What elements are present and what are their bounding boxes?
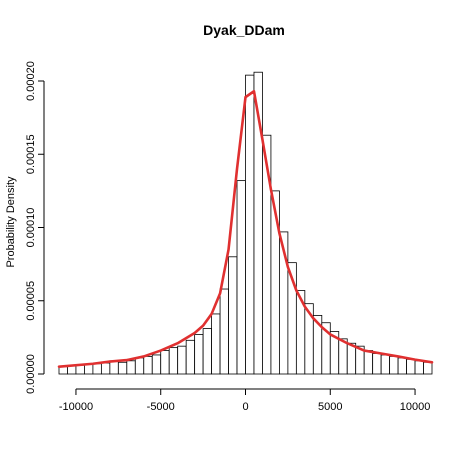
histogram-bar — [236, 180, 246, 375]
histogram-bar — [414, 360, 424, 375]
y-axis-label: Probability Density — [5, 176, 17, 268]
histogram-bar — [117, 361, 128, 375]
histogram-bar — [245, 74, 255, 375]
x-tick-label: -5000 — [147, 401, 175, 413]
y-tick-label: 0.00010 — [25, 208, 37, 248]
y-tick-label: 0.00020 — [25, 61, 37, 101]
histogram-bar — [346, 342, 357, 375]
histogram-bar — [194, 334, 204, 375]
histogram-bar — [143, 356, 153, 375]
histogram-bar — [75, 364, 85, 375]
histogram-bar — [185, 339, 196, 375]
x-axis: -10000 -5000 0 5000 10000 — [59, 388, 431, 413]
histogram-bar — [423, 361, 433, 375]
histogram-bar — [406, 358, 416, 375]
y-tick-label: 0.00005 — [25, 281, 37, 321]
histogram-bar — [338, 338, 348, 375]
histogram-bar — [92, 363, 102, 375]
histogram-bar — [67, 365, 77, 375]
x-tick-label: 0 — [242, 401, 248, 413]
histogram-bar — [151, 354, 162, 375]
histogram-bar — [160, 350, 170, 375]
histogram-bar — [219, 288, 229, 375]
y-tick-label: 0.00015 — [25, 134, 37, 174]
density-curve-layer — [57, 89, 434, 368]
x-tick-label: -10000 — [59, 401, 93, 413]
histogram-bar — [202, 328, 212, 375]
histogram-bar — [177, 345, 187, 375]
histogram-bar — [100, 362, 111, 375]
histogram-bar — [211, 313, 221, 375]
histogram-bar — [84, 364, 94, 375]
histogram-bar — [109, 360, 119, 375]
histogram-bar — [380, 354, 391, 375]
y-tick-label: 0.00000 — [25, 354, 37, 394]
histogram-bar — [168, 347, 179, 375]
x-tick-label: 5000 — [318, 401, 342, 413]
chart-title: Dyak_DDam — [203, 22, 285, 38]
histogram-bars — [58, 71, 433, 375]
y-axis: 0.00000 0.00005 0.00010 0.00015 0.00020 — [25, 61, 45, 394]
histogram-bar — [397, 357, 407, 375]
density-curve — [57, 89, 434, 368]
x-tick-label: 10000 — [400, 401, 431, 413]
histogram-bar — [134, 357, 145, 375]
histogram-bar — [389, 356, 399, 375]
histogram-bar — [372, 353, 382, 375]
histogram-bar — [270, 190, 280, 375]
histogram-bar — [228, 256, 238, 375]
histogram-bar — [363, 350, 374, 375]
histogram-bar — [126, 360, 136, 375]
